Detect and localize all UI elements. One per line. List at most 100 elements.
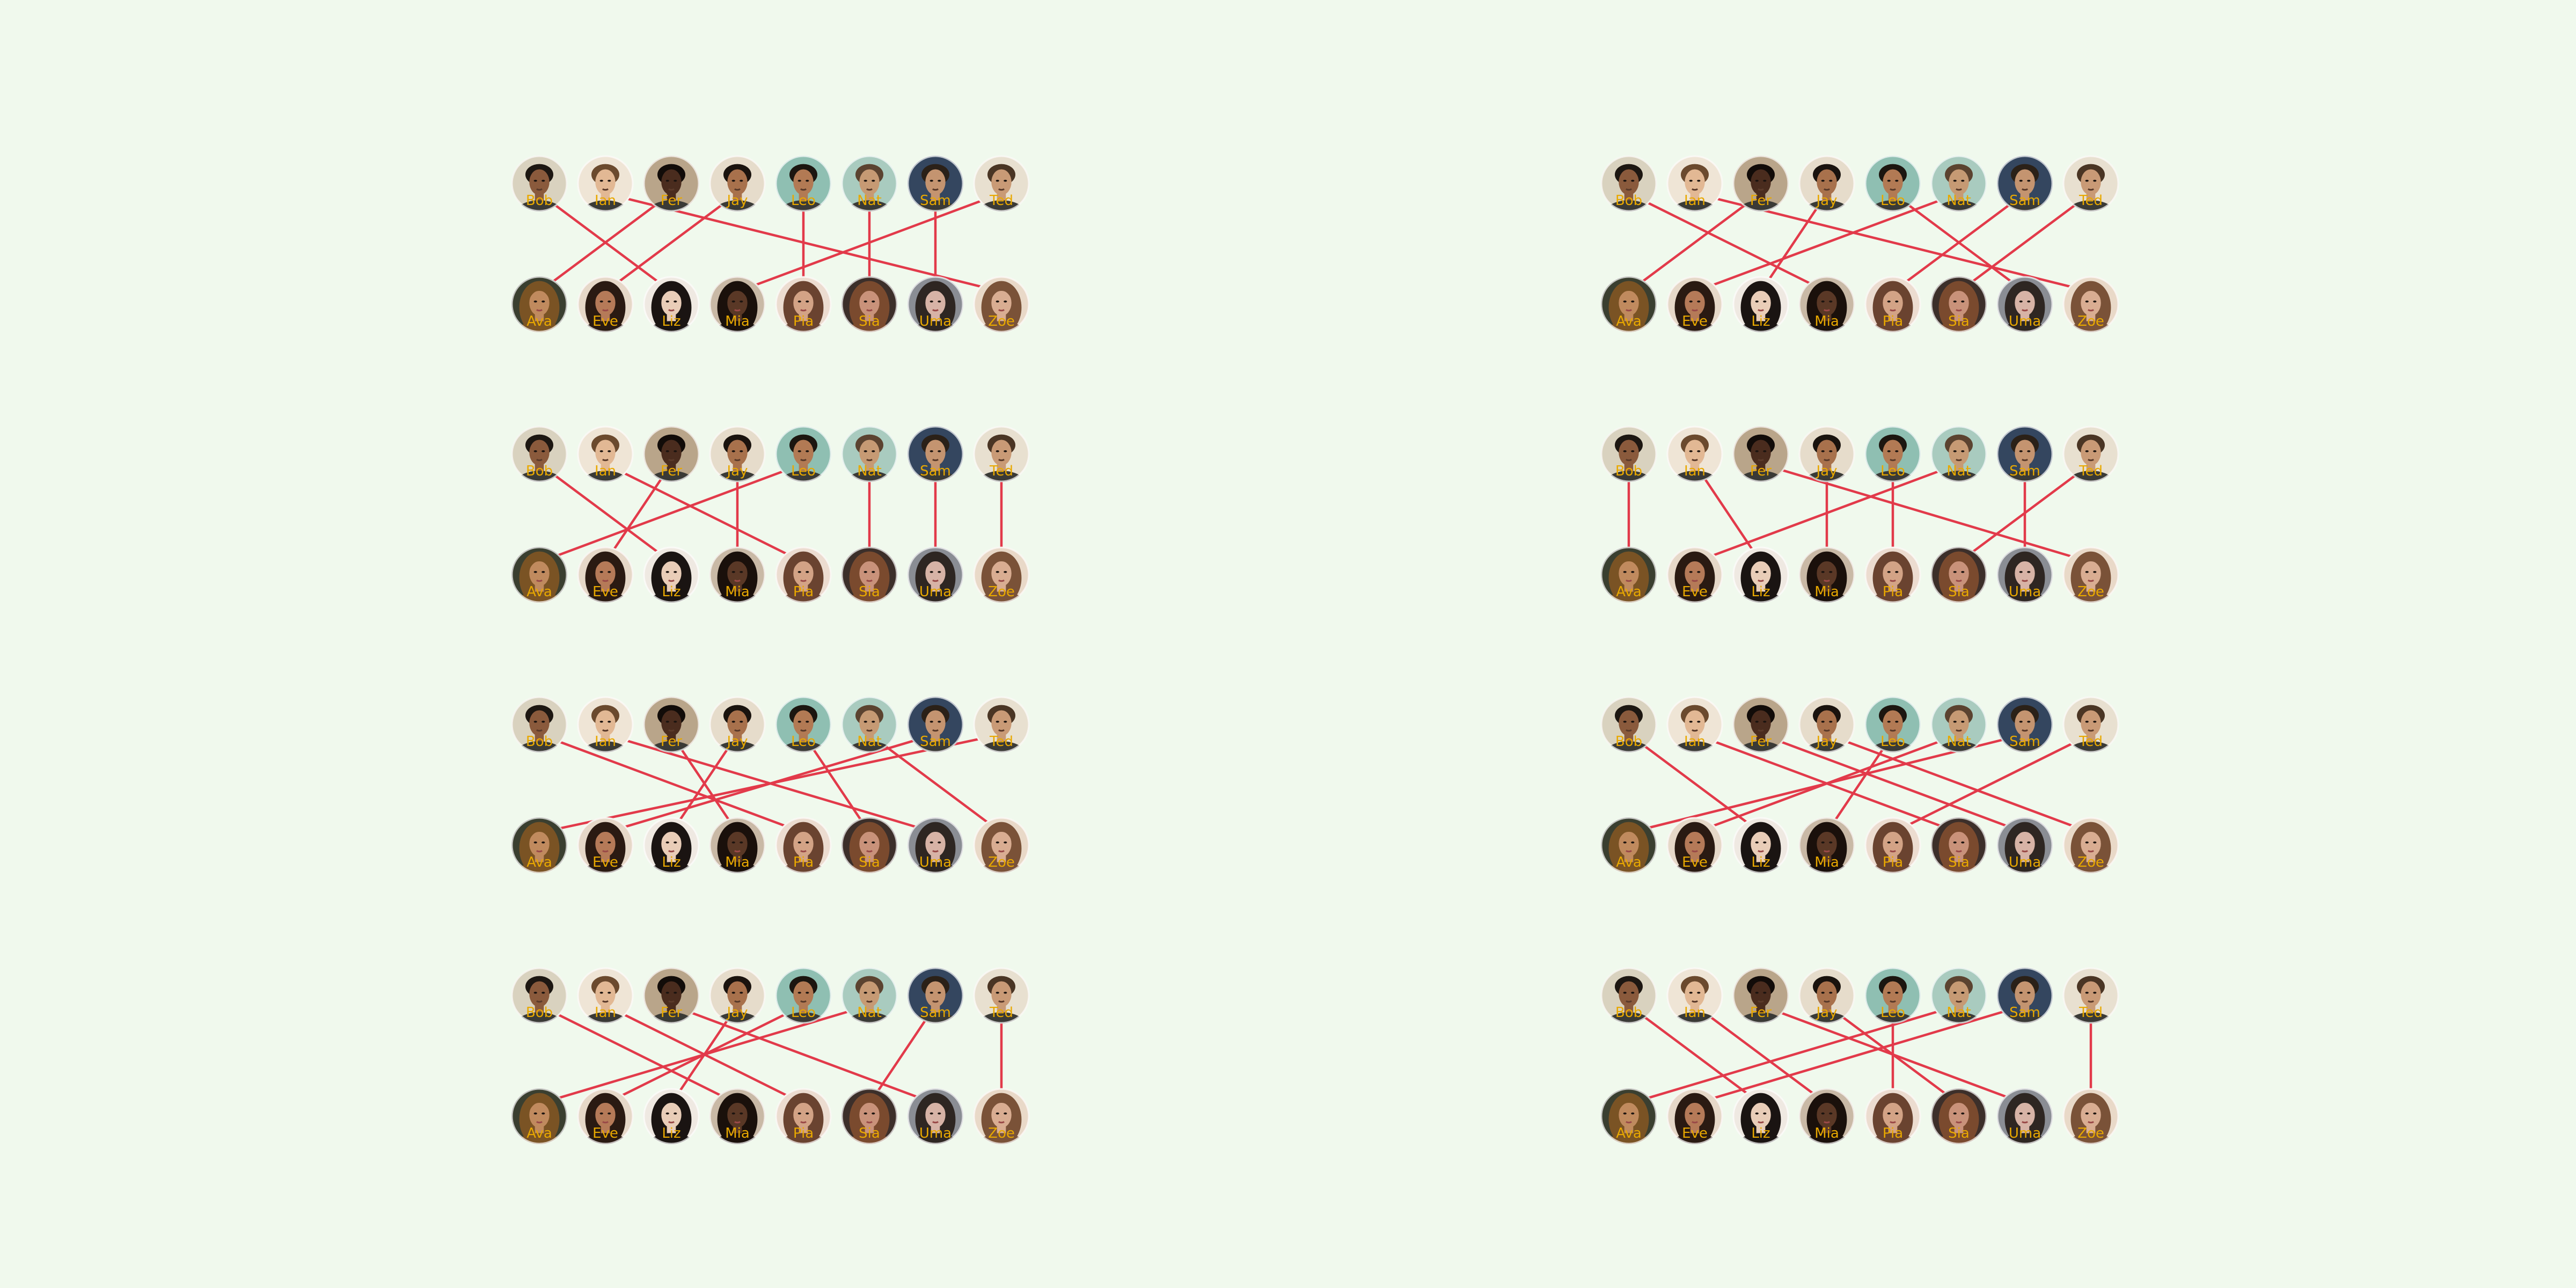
woman-portrait-icon	[1930, 1088, 1987, 1145]
person-label: Bob	[526, 193, 553, 209]
match-line	[670, 1004, 937, 1105]
person-nodes: Bob Ian Fer Jay Leo Nat Sam Ted Ava Eve Liz Mia Pia S…	[511, 426, 1030, 603]
match-line	[1759, 733, 2026, 834]
person-label: Uma	[2009, 854, 2041, 870]
top-person-node: Jay	[1798, 696, 1855, 753]
bottom-person-node: Sia	[841, 546, 898, 603]
man-portrait-icon	[2062, 967, 2119, 1024]
bottom-person-node: Mia	[1798, 817, 1855, 874]
person-label: Sia	[859, 313, 880, 330]
bottom-person-node: Liz	[1732, 276, 1789, 333]
person-label: Sam	[2009, 463, 2040, 479]
man-portrait-icon	[2062, 426, 2119, 482]
bottom-person-node: Zoe	[2062, 276, 2119, 333]
top-person-node: Leo	[1864, 426, 1921, 482]
match-lines	[1627, 192, 2092, 293]
bottom-person-node: Uma	[1996, 546, 2053, 603]
bottom-person-node: Eve	[1666, 276, 1723, 333]
woman-portrait-icon	[973, 546, 1030, 603]
matching-panel-5: Bob Ian Fer Jay Leo Nat Sam Ted Ava Eve Liz Mia Pia S…	[511, 696, 1030, 874]
bottom-person-node: Uma	[1996, 817, 2053, 874]
person-label: Uma	[919, 1125, 952, 1141]
match-line	[736, 192, 1003, 293]
person-label: Ian	[1684, 1005, 1706, 1021]
man-portrait-icon	[775, 155, 832, 212]
top-person-node: Bob	[1600, 967, 1657, 1024]
man-portrait-icon	[1864, 696, 1921, 753]
man-portrait-icon	[1666, 426, 1723, 482]
woman-portrait-icon	[973, 1088, 1030, 1145]
woman-portrait-icon	[841, 1088, 898, 1145]
man-portrait-icon	[1864, 155, 1921, 212]
woman-portrait-icon	[1930, 817, 1987, 874]
matching-panel-2: Bob Ian Fer Jay Leo Nat Sam Ted Ava Eve Liz Mia Pia S…	[1600, 155, 2119, 333]
woman-portrait-icon	[1864, 817, 1921, 874]
top-person-node: Nat	[1930, 967, 1987, 1024]
person-label: Leo	[791, 734, 816, 750]
bottom-person-node: Uma	[907, 817, 964, 874]
woman-portrait-icon	[577, 546, 634, 603]
man-portrait-icon	[1864, 426, 1921, 482]
match-line	[1693, 1004, 1828, 1105]
woman-portrait-icon	[709, 546, 766, 603]
bottom-person-node: Uma	[907, 276, 964, 333]
bottom-person-node: Zoe	[973, 817, 1030, 874]
woman-portrait-icon	[1600, 276, 1657, 333]
person-label: Zoe	[988, 1125, 1015, 1141]
person-label: Sia	[1948, 313, 1970, 330]
woman-portrait-icon	[1666, 276, 1723, 333]
match-lines	[538, 733, 1003, 834]
person-label: Jay	[726, 1005, 748, 1021]
person-label: Mia	[1814, 854, 1839, 870]
matching-panel-6: Bob Ian Fer Jay Leo Nat Sam Ted Ava Eve Liz Mia Pia S…	[1600, 696, 2119, 874]
person-label: Mia	[1814, 1125, 1839, 1141]
person-label: Fer	[1750, 193, 1772, 209]
top-person-node: Leo	[1864, 696, 1921, 753]
person-label: Eve	[592, 584, 618, 600]
woman-portrait-icon	[775, 817, 832, 874]
bottom-person-node: Ava	[1600, 1088, 1657, 1145]
woman-portrait-icon	[2062, 276, 2119, 333]
person-label: Liz	[662, 854, 680, 870]
bottom-person-node: Mia	[1798, 276, 1855, 333]
woman-portrait-icon	[841, 276, 898, 333]
person-label: Sam	[2009, 1005, 2040, 1021]
match-line	[1627, 192, 1828, 293]
person-label: Bob	[526, 463, 553, 479]
person-label: Mia	[725, 1125, 750, 1141]
match-line	[538, 1004, 871, 1105]
bottom-person-node: Zoe	[973, 1088, 1030, 1145]
bottom-person-node: Sia	[1930, 817, 1987, 874]
bottom-person-node: Pia	[775, 546, 832, 603]
bottom-person-node: Sia	[1930, 546, 1987, 603]
person-label: Bob	[526, 1005, 553, 1021]
woman-portrait-icon	[907, 817, 964, 874]
bottom-person-node: Mia	[709, 546, 766, 603]
person-label: Fer	[1750, 734, 1772, 750]
man-portrait-icon	[1930, 426, 1987, 482]
person-label: Uma	[2009, 584, 2041, 600]
person-label: Nat	[1946, 193, 1971, 209]
woman-portrait-icon	[643, 276, 700, 333]
person-label: Fer	[1750, 463, 1772, 479]
person-nodes: Bob Ian Fer Jay Leo Nat Sam Ted Ava Eve Liz Mia Pia S…	[1600, 967, 2119, 1145]
match-line	[1759, 462, 2092, 564]
man-portrait-icon	[775, 967, 832, 1024]
top-person-node: Leo	[775, 967, 832, 1024]
person-label: Pia	[793, 854, 814, 870]
person-label: Ava	[1616, 854, 1642, 870]
person-label: Nat	[1946, 1005, 1971, 1021]
person-label: Ted	[989, 463, 1013, 479]
person-label: Sia	[859, 854, 880, 870]
top-person-node: Ian	[577, 155, 634, 212]
person-label: Ian	[595, 193, 616, 209]
match-line	[1759, 192, 1828, 293]
woman-portrait-icon	[1864, 1088, 1921, 1145]
person-label: Uma	[2009, 313, 2041, 330]
man-portrait-icon	[709, 967, 766, 1024]
man-portrait-icon	[973, 696, 1030, 753]
woman-portrait-icon	[1732, 817, 1789, 874]
person-label: Pia	[1883, 584, 1903, 600]
